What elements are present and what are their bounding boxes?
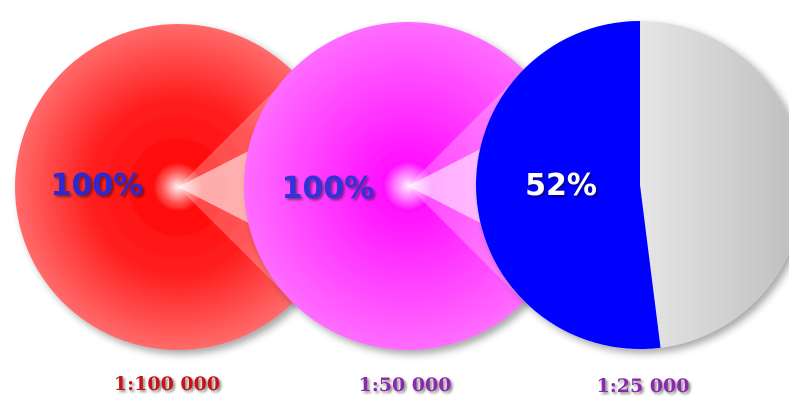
pie-chart-1-25000	[476, 21, 789, 349]
value-label-1: 100%	[51, 168, 144, 203]
scale-label-1: 1:100 000	[114, 373, 220, 395]
value-label-3: 52%	[525, 168, 597, 203]
value-label-2: 100%	[282, 171, 375, 206]
scale-label-3: 1:25 000	[597, 375, 690, 397]
pie-slice-value	[476, 21, 661, 349]
scale-label-2: 1:50 000	[359, 374, 452, 396]
pie-center-glow	[244, 22, 572, 350]
pie-center-glow	[15, 24, 341, 350]
